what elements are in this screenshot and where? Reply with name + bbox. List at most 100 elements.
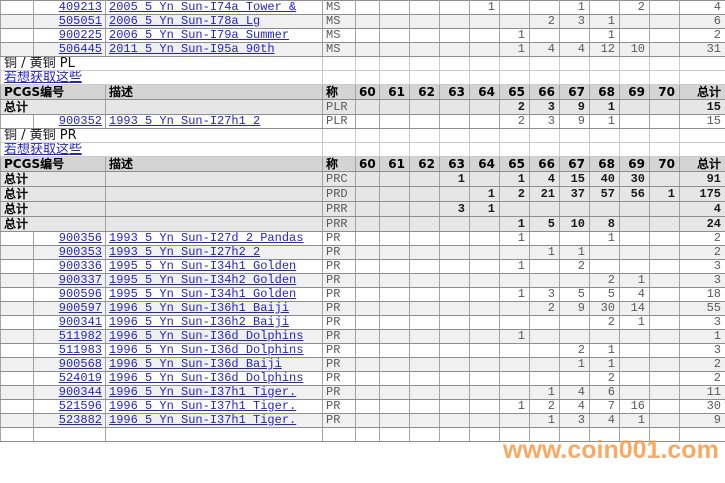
indent-cell xyxy=(0,343,34,358)
description-link[interactable]: 1996 5 Yn Sun-I37h1 Tiger. xyxy=(105,399,323,414)
description-link[interactable]: 1995 5 Yn Sun-I34h2 Golden xyxy=(105,273,323,288)
description-link[interactable]: 1996 5 Yn Sun-I37h1 Tiger. xyxy=(105,413,323,428)
count-64-cell xyxy=(469,128,500,143)
count-67-cell xyxy=(559,142,590,157)
count-62-cell xyxy=(409,28,440,43)
description-link[interactable]: 1996 5 Yn Sun-I36d Dolphins xyxy=(105,343,323,358)
count-66-cell xyxy=(529,315,560,330)
pcgs-number-link[interactable]: 900341 xyxy=(33,315,106,330)
count-70-cell xyxy=(649,315,680,330)
grade-column-header: 称 xyxy=(322,84,356,100)
count-63-cell xyxy=(439,128,470,143)
count-69-cell xyxy=(619,245,650,260)
pcgs-number-link[interactable]: 524019 xyxy=(33,371,106,386)
count-65-cell: 1 xyxy=(499,171,530,187)
coin-row: 521596 1996 5 Yn Sun-I37h1 Tiger. PR 1 2 4 7 16… xyxy=(0,399,725,414)
grade-62-column-header: 62 xyxy=(409,156,440,172)
count-68-cell: 1 xyxy=(589,28,620,43)
description-link[interactable]: 2011 5 Yn Sun-I95a 90th xyxy=(105,42,323,57)
count-60-cell xyxy=(355,287,380,302)
pcgs-number-link[interactable]: 521596 xyxy=(33,399,106,414)
subscribe-link[interactable]: 若想获取这些 xyxy=(0,70,323,85)
description-link[interactable]: 2006 5 Yn Sun-I78a Lg xyxy=(105,14,323,29)
total-column-header: 总计 xyxy=(679,84,725,100)
indent-cell xyxy=(0,14,34,29)
indent-cell xyxy=(0,114,34,129)
pcgs-number-link[interactable]: 900352 xyxy=(33,114,106,129)
description-link[interactable]: 1996 5 Yn Sun-I36d Dolphins xyxy=(105,329,323,344)
count-70-cell xyxy=(649,245,680,260)
count-63-cell xyxy=(439,231,470,246)
total-cell: 30 xyxy=(679,399,725,414)
pcgs-number-link[interactable]: 409213 xyxy=(33,0,106,15)
description-link[interactable]: 2006 5 Yn Sun-I79a Summer xyxy=(105,28,323,43)
pcgs-number-link[interactable]: 900568 xyxy=(33,357,106,372)
description-link[interactable]: 1996 5 Yn Sun-I36h1 Baiji xyxy=(105,301,323,316)
description-link[interactable]: 1993 5 Yn Sun-I27d 2 Pandas xyxy=(105,231,323,246)
pcgs-number-link[interactable]: 900353 xyxy=(33,245,106,260)
count-62-cell xyxy=(409,371,440,386)
count-61-cell xyxy=(379,287,410,302)
indent-cell xyxy=(0,427,34,442)
count-66-cell xyxy=(529,371,560,386)
description-link[interactable]: 1993 5 Yn Sun-I27h1 2 xyxy=(105,114,323,129)
count-65-cell xyxy=(499,0,530,15)
count-60-cell xyxy=(355,357,380,372)
coin-row: 900353 1993 5 Yn Sun-I27h2 2 PR 1 1 2 xyxy=(0,245,725,260)
total-cell: 24 xyxy=(679,216,725,232)
description-link[interactable]: 1996 5 Yn Sun-I36d Dolphins xyxy=(105,371,323,386)
count-67-cell: 2 xyxy=(559,343,590,358)
pcgs-number-link[interactable]: 900356 xyxy=(33,231,106,246)
count-61-cell xyxy=(379,114,410,129)
indent-cell xyxy=(0,231,34,246)
count-63-cell xyxy=(439,329,470,344)
subtotal-label: 总计 xyxy=(0,201,106,217)
count-62-cell xyxy=(409,427,440,442)
subscribe-link[interactable]: 若想获取这些 xyxy=(0,142,323,157)
pcgs-number-link[interactable]: 506445 xyxy=(33,42,106,57)
count-67-cell: 15 xyxy=(559,171,590,187)
description-link[interactable]: 1996 5 Yn Sun-I36h2 Baiji xyxy=(105,315,323,330)
coin-row: 505051 2006 5 Yn Sun-I78a Lg MS 2 3 1 6 xyxy=(0,14,725,29)
pcgs-number-link[interactable]: 900344 xyxy=(33,385,106,400)
count-64-cell xyxy=(469,142,500,157)
grade-60-column-header: 60 xyxy=(355,84,380,100)
subscribe-link-row: 若想获取这些 xyxy=(0,70,725,85)
description-link[interactable]: 1996 5 Yn Sun-I36d Baiji xyxy=(105,357,323,372)
count-70-cell: 1 xyxy=(649,186,680,202)
pcgs-number-link[interactable]: 900336 xyxy=(33,259,106,274)
count-68-cell: 12 xyxy=(589,42,620,57)
description-cell xyxy=(105,427,323,442)
count-63-cell xyxy=(439,114,470,129)
count-63-cell xyxy=(439,427,470,442)
pcgs-number-link[interactable]: 900337 xyxy=(33,273,106,288)
count-62-cell xyxy=(409,216,440,232)
count-65-cell: 1 xyxy=(499,216,530,232)
count-68-cell: 1 xyxy=(589,14,620,29)
subtotal-label: 总计 xyxy=(0,186,106,202)
count-67-cell: 4 xyxy=(559,385,590,400)
total-cell: 15 xyxy=(679,99,725,115)
pcgs-number-link[interactable]: 511983 xyxy=(33,343,106,358)
count-64-cell xyxy=(469,385,500,400)
grade-designation-cell: PR xyxy=(322,287,356,302)
count-65-cell: 1 xyxy=(499,287,530,302)
description-link[interactable]: 1993 5 Yn Sun-I27h2 2 xyxy=(105,245,323,260)
pcgs-number-link[interactable]: 900225 xyxy=(33,28,106,43)
pcgs-number-link[interactable]: 900596 xyxy=(33,287,106,302)
pcgs-number-link[interactable]: 523882 xyxy=(33,413,106,428)
count-67-cell xyxy=(559,201,590,217)
subtotal-label: 总计 xyxy=(0,99,106,115)
description-link[interactable]: 2005 5 Yn Sun-I74a Tower & xyxy=(105,0,323,15)
pcgs-number-link[interactable]: 505051 xyxy=(33,14,106,29)
pcgs-number-link[interactable]: 900597 xyxy=(33,301,106,316)
pcgs-number-link[interactable]: 511982 xyxy=(33,329,106,344)
description-link[interactable]: 1996 5 Yn Sun-I37h1 Tiger. xyxy=(105,385,323,400)
grade-designation-cell: PR xyxy=(322,301,356,316)
description-link[interactable]: 1995 5 Yn Sun-I34h1 Golden xyxy=(105,287,323,302)
count-61-cell xyxy=(379,273,410,288)
grade-64-column-header: 64 xyxy=(469,156,500,172)
count-69-cell xyxy=(619,329,650,344)
description-link[interactable]: 1995 5 Yn Sun-I34h1 Golden xyxy=(105,259,323,274)
